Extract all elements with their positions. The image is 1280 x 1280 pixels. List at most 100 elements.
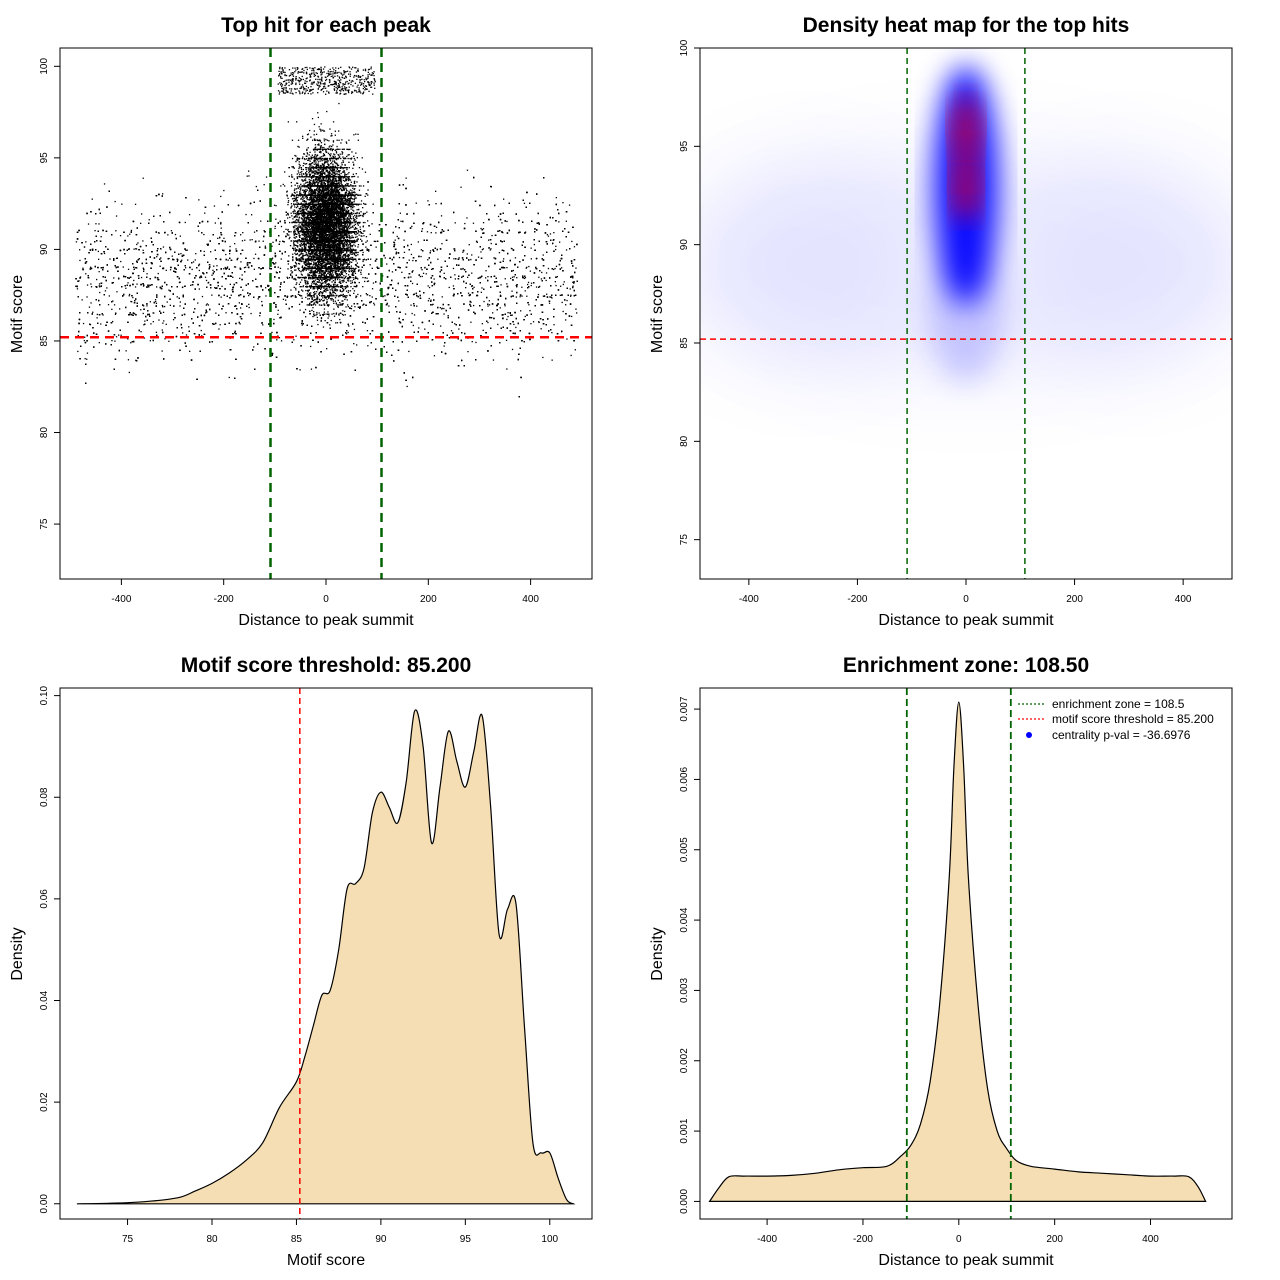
scatter-point [98, 283, 101, 285]
scatter-point [131, 301, 133, 303]
scatter-point [276, 339, 278, 341]
scatter-point [338, 314, 340, 316]
scatter-point [497, 323, 499, 326]
scatter-point [274, 225, 276, 227]
scatter-point [491, 234, 493, 237]
scatter-point [488, 304, 491, 306]
scatter-point [524, 231, 527, 233]
scatter-point [275, 218, 277, 220]
scatter-point [571, 315, 573, 318]
scatter-point [506, 368, 508, 370]
scatter-point [452, 285, 455, 287]
scatter-point [179, 235, 181, 237]
scatter-point [295, 229, 297, 231]
scatter-point [135, 359, 137, 361]
scatter-point [185, 267, 187, 269]
scatter-point [565, 319, 567, 321]
scatter-point [128, 293, 131, 296]
scatter-point [431, 268, 433, 270]
scatter-point [497, 215, 500, 218]
scatter-point [353, 328, 356, 331]
scatter-point [424, 267, 426, 269]
scatter-point [293, 232, 295, 234]
scatter-point [367, 220, 369, 222]
scatter-point [462, 267, 464, 270]
scatter-point [248, 303, 250, 305]
scatter-point [553, 268, 555, 271]
scatter-point [206, 303, 208, 305]
scatter-point [529, 270, 531, 272]
scatter-point [333, 308, 335, 310]
scatter-point [537, 293, 540, 296]
scatter-point [371, 223, 373, 225]
scatter-point [506, 267, 508, 269]
scatter-point [327, 317, 329, 319]
scatter-point [503, 198, 505, 200]
scatter-point [301, 324, 303, 326]
scatter-point [443, 272, 445, 274]
scatter-point [367, 345, 369, 347]
scatter-point [250, 312, 252, 315]
scatter-point [290, 274, 292, 276]
scatter-point [425, 273, 427, 275]
scatter-point [400, 220, 402, 222]
scatter-point [220, 227, 222, 229]
scatter-point [310, 345, 312, 348]
scatter-point [218, 328, 220, 330]
scatter-point [480, 251, 482, 253]
scatter-point [141, 213, 143, 215]
scatter-point [345, 290, 348, 292]
scatter-point [511, 314, 513, 316]
scatter-point [187, 259, 189, 261]
scatter-point [524, 290, 526, 292]
scatter-point [142, 285, 145, 287]
scatter-point [79, 276, 82, 278]
scatter-point [546, 293, 548, 295]
scatter-point [429, 250, 432, 252]
scatter-point [513, 323, 515, 326]
scatter-point [188, 214, 191, 216]
scatter-point [562, 310, 564, 313]
scatter-point [96, 317, 98, 319]
scatter-point [115, 257, 118, 259]
scatter-point [161, 304, 163, 307]
scatter-point [277, 313, 279, 315]
scatter-point [90, 286, 93, 288]
scatter-point [490, 185, 492, 188]
scatter-point [490, 242, 492, 245]
scatter-point [84, 336, 86, 338]
scatter-point [530, 284, 532, 287]
scatter-point [111, 308, 113, 310]
scatter-point [111, 340, 113, 342]
scatter-point [301, 321, 303, 323]
scatter-point [511, 348, 514, 351]
scatter-point [158, 279, 160, 281]
scatter-point [345, 286, 347, 288]
scatter-point [133, 279, 135, 282]
scatter-point [194, 259, 196, 261]
scatter-point [159, 265, 161, 267]
scatter-point [362, 304, 364, 306]
scatter-point [180, 253, 182, 255]
scatter-point [89, 324, 92, 326]
scatter-point [239, 277, 241, 279]
scatter-point [538, 321, 540, 323]
scatter-point [140, 331, 142, 333]
scatter-point [393, 241, 395, 243]
scatter-point [114, 340, 116, 342]
scatter-point [366, 280, 369, 283]
scatter-point [298, 303, 301, 305]
scatter-point [86, 358, 88, 360]
scatter-point [112, 320, 114, 323]
scatter-point [273, 318, 275, 321]
scatter-point [530, 258, 532, 260]
scatter-point [528, 304, 530, 306]
scatter-point [192, 261, 195, 263]
scatter-point [526, 266, 528, 268]
scatter-point [292, 259, 294, 262]
scatter-point [223, 268, 225, 270]
scatter-point [528, 265, 530, 268]
scatter-point [551, 332, 553, 334]
scatter-point [130, 300, 132, 303]
scatter-point [136, 283, 138, 285]
